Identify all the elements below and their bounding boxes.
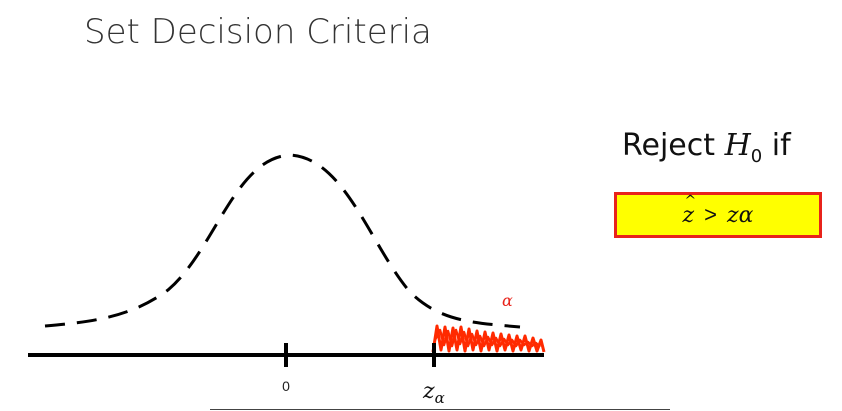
normal-curve: [44, 153, 521, 329]
hypothesis-symbol: H: [724, 128, 751, 163]
if-word: if: [771, 128, 791, 163]
tail-area-label: α: [502, 291, 513, 310]
reject-word: Reject: [622, 128, 716, 163]
rejection-region-shading: [431, 324, 546, 353]
tick-zero-label: 0: [282, 378, 290, 394]
critical-value-symbol: z: [422, 379, 435, 404]
critical-value-subscript: α: [435, 389, 445, 407]
decision-rule-box: z > zα: [614, 192, 822, 238]
comparison-operator: >: [704, 202, 717, 227]
hypothesis-subscript: 0: [750, 146, 763, 167]
test-statistic-symbol: z: [683, 193, 696, 228]
critical-value-subscript-box: α: [738, 202, 754, 228]
critical-value-symbol-box: z: [727, 202, 739, 228]
critical-value-label: zα: [422, 379, 445, 407]
footer-divider: [210, 409, 670, 410]
slide-title: Set Decision Criteria: [84, 12, 432, 52]
decision-rule-heading: Reject H0 if: [622, 128, 791, 167]
